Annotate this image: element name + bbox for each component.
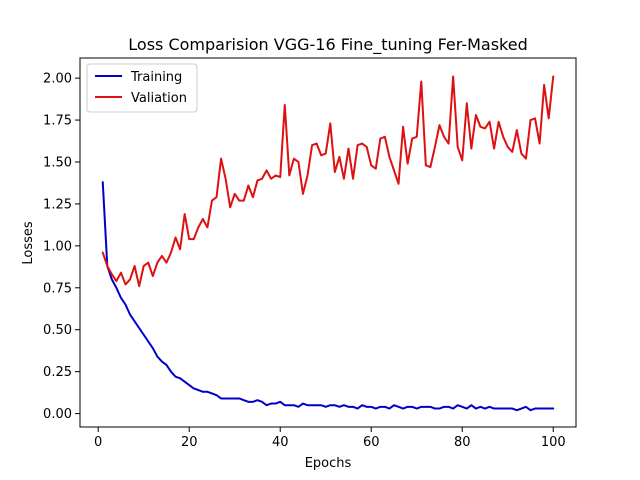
- y-axis-label: Losses: [21, 221, 36, 265]
- plot-frame: [79, 57, 577, 428]
- y-tick-label: 0.00: [43, 407, 72, 422]
- y-tick-label: 0.50: [43, 323, 72, 338]
- legend-label-training: Training: [130, 70, 182, 85]
- legend-label-valiation: Valiation: [131, 91, 187, 106]
- series-layer: [101, 75, 555, 412]
- y-tick-label: 1.50: [43, 155, 72, 170]
- x-tick-label: 80: [454, 435, 471, 450]
- x-tick-label: 0: [94, 435, 102, 450]
- series-line-training: [101, 181, 555, 412]
- y-tick-label: 0.25: [43, 365, 72, 380]
- y-tick-label: 1.25: [43, 197, 72, 212]
- y-tick-label: 2.00: [43, 72, 72, 87]
- x-tick-label: 40: [272, 435, 289, 450]
- axes-layer: 0 20 40 60 80 100 0.00 0.25 0.50 0.75 1.00 1.25 1.50…: [43, 57, 577, 450]
- x-tick-label: 100: [541, 435, 566, 450]
- y-tick-label: 1.00: [43, 239, 72, 254]
- y-tick-label: 1.75: [43, 114, 72, 129]
- x-tick-label: 20: [181, 435, 198, 450]
- series-line-valiation: [101, 75, 555, 288]
- y-tick-label: 0.75: [43, 281, 72, 296]
- legend: Training Valiation: [86, 63, 198, 113]
- x-tick-label: 60: [363, 435, 380, 450]
- chart-title: Loss Comparision VGG-16 Fine_tuning Fer-…: [128, 35, 527, 55]
- x-axis-label: Epochs: [305, 456, 352, 471]
